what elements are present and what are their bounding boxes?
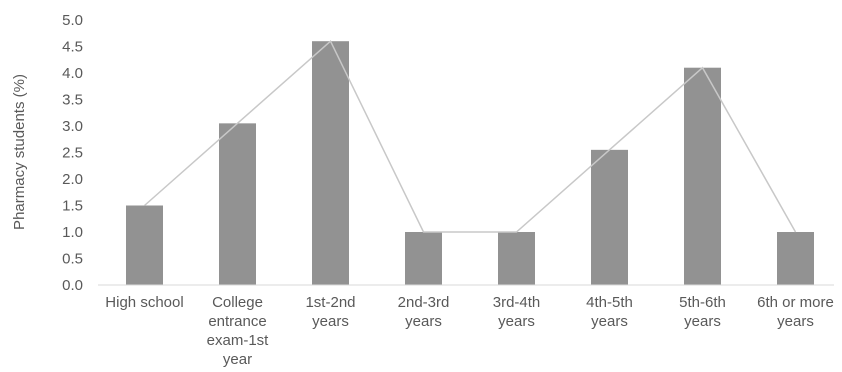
x-tick-label: High school [105, 294, 183, 311]
y-tick-label: 1.0 [62, 224, 83, 241]
x-tick-label: 6th or more years [757, 294, 834, 330]
bar [219, 123, 256, 285]
y-tick-label: 2.0 [62, 171, 83, 188]
x-tick-label: 4th-5th years [586, 294, 633, 330]
bar [591, 149, 628, 285]
y-tick-label: 0.0 [62, 277, 83, 294]
y-axis-ticks: 0.0 0.5 1.0 1.5 2.0 2.5 3.0 3.5 4.0 4.5 5.0 [62, 12, 83, 294]
x-tick-label: 1st-2nd years [305, 294, 355, 330]
bars [126, 41, 814, 286]
y-tick-label: 3.0 [62, 118, 83, 135]
y-tick-label: 1.5 [62, 198, 83, 215]
bar [405, 232, 442, 285]
x-tick-label: College entrance exam-1st year [207, 294, 270, 368]
y-axis-title: Pharmacy students (%) [11, 74, 28, 230]
y-tick-label: 3.5 [62, 92, 83, 109]
bar [312, 41, 349, 286]
x-tick-label: 3rd-4th years [493, 294, 541, 330]
bar [777, 232, 814, 285]
y-tick-label: 0.5 [62, 251, 83, 268]
bar [498, 232, 535, 285]
trend-line [144, 39, 797, 233]
x-axis-labels: High school College entrance exam-1st year 1s… [105, 294, 834, 368]
x-tick-label: 5th-6th years [679, 294, 726, 330]
x-tick-label: 2nd-3rd years [398, 294, 450, 330]
y-tick-label: 5.0 [62, 12, 83, 29]
y-tick-label: 4.0 [62, 65, 83, 82]
bar [684, 67, 721, 285]
bar [126, 205, 163, 285]
y-tick-label: 2.5 [62, 145, 83, 162]
y-tick-label: 4.5 [62, 39, 83, 56]
